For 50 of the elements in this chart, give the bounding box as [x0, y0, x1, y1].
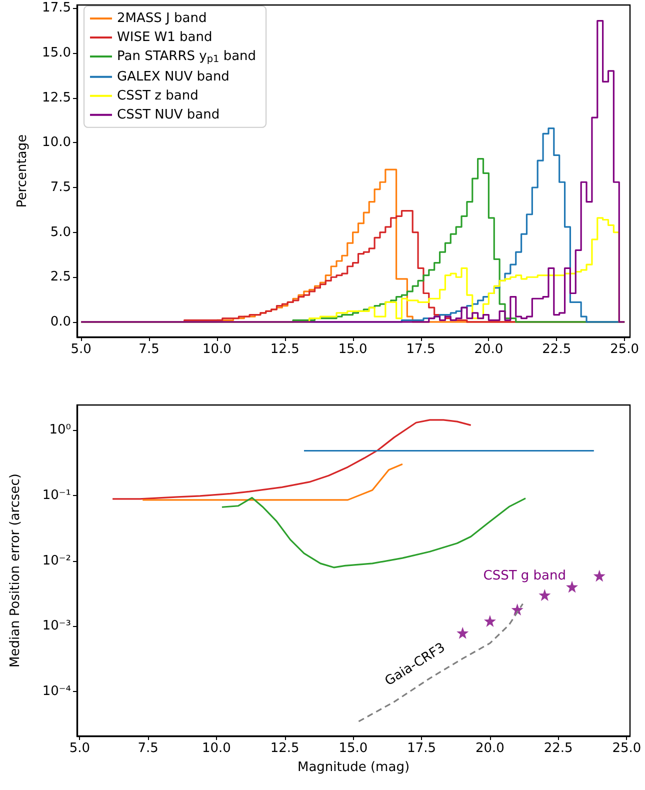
- point: [538, 588, 551, 601]
- y-axis-title: Median Position error (arcsec): [8, 473, 23, 668]
- point: [593, 570, 606, 582]
- y-tick-label: 0.0: [50, 314, 71, 330]
- x-tick-label: 25.0: [610, 342, 640, 357]
- x-tick-label: 20.0: [475, 741, 504, 756]
- legend-label: WISE W1 band: [117, 30, 212, 45]
- y-tick-label: 10⁻⁴: [42, 684, 71, 700]
- point: [456, 626, 469, 639]
- x-tick-label: 17.5: [406, 342, 436, 357]
- x-tick-label: 20.0: [474, 342, 504, 357]
- x-tick-label: 5.0: [69, 741, 90, 756]
- y-tick-label: 7.5: [50, 180, 71, 195]
- y-tick-label: 15.0: [42, 46, 71, 61]
- line-series: [112, 419, 472, 500]
- y-tick-label: 2.5: [50, 270, 71, 285]
- y-tick-label: 5.0: [50, 224, 71, 240]
- x-tick-label: 7.5: [138, 741, 158, 756]
- x-tick-label: 15.0: [338, 342, 368, 357]
- y-tick-label: 10⁻¹: [42, 488, 71, 503]
- x-tick-label: 17.5: [407, 741, 436, 756]
- y-tick-label: 10⁻³: [42, 618, 71, 634]
- legend-label: CSST NUV band: [117, 107, 220, 122]
- x-tick-label: 22.5: [544, 741, 573, 756]
- x-tick-label: 22.5: [542, 342, 572, 357]
- point: [511, 604, 524, 616]
- series-label: CSST g band: [483, 568, 566, 584]
- x-tick-label: 12.5: [270, 342, 300, 357]
- x-tick-label: 10.0: [202, 741, 231, 756]
- y-tick-label: 17.5: [42, 0, 71, 16]
- legend-label: GALEX NUV band: [117, 69, 230, 84]
- x-tick-label: 15.0: [338, 741, 368, 756]
- y-tick-label: 10⁰: [49, 422, 71, 438]
- x-axis-title: Magnitude (mag): [297, 760, 410, 775]
- point: [566, 580, 578, 593]
- line-series: [221, 496, 526, 568]
- y-axis-title: Percentage: [15, 134, 30, 208]
- legend-label: 2MASS J band: [117, 11, 207, 26]
- line-series: [358, 602, 524, 722]
- x-tick-label: 7.5: [138, 342, 160, 357]
- line-series: [142, 463, 404, 501]
- x-tick-label: 12.5: [270, 741, 300, 756]
- y-tick-label: 10⁻²: [42, 553, 71, 568]
- x-tick-label: 25.0: [612, 741, 642, 756]
- y-tick-label: 10.0: [42, 135, 71, 150]
- x-tick-label: 10.0: [202, 342, 232, 357]
- legend-label: CSST z band: [117, 88, 198, 104]
- x-tick-label: 5.0: [70, 342, 92, 357]
- point: [484, 615, 496, 628]
- y-tick-label: 12.5: [42, 90, 71, 106]
